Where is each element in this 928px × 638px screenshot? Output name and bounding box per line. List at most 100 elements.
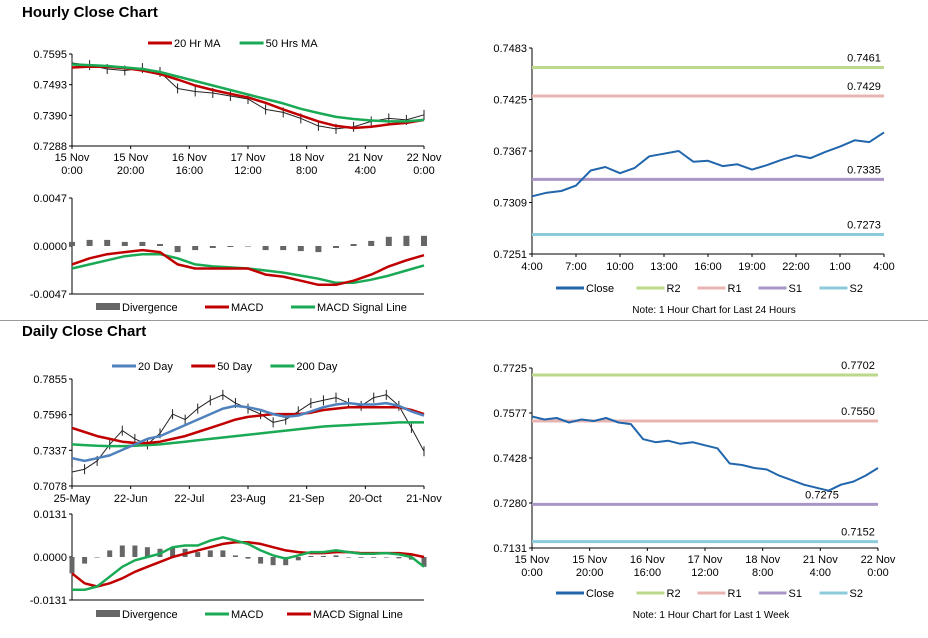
daily-divergence-bar [396, 557, 402, 559]
hourly-macd-ytick-label: 0.0047 [33, 193, 67, 205]
daily-divergence-bar [195, 552, 201, 557]
hourly-price-xtick-label: 22 Nov [407, 152, 442, 164]
daily-20day-ma-line [71, 401, 425, 463]
hourly-price-xtick-label: 0:00 [61, 165, 82, 177]
hourly-macd-line [71, 248, 425, 287]
hourly-divergence-bar [192, 246, 199, 251]
daily-levels-legend-entry: S1 [789, 588, 802, 600]
daily-divergence-bar [207, 550, 213, 557]
hourly-levels-xtick-label: 1:00 [829, 261, 850, 273]
daily-divergence-bar [220, 550, 226, 557]
hourly-divergence-bar [262, 246, 269, 251]
daily-price-ytick-label: 0.7078 [33, 481, 67, 493]
hourly-levels-xtick-label: 4:00 [873, 261, 894, 273]
daily-price-xtick-label: 25-May [54, 493, 91, 505]
hourly-levels-xtick-label: 4:00 [521, 261, 542, 273]
daily-levels-xtick-label: 16:00 [634, 567, 662, 579]
daily-levels-ytick-label: 0.7725 [493, 363, 527, 375]
hourly-levels-ytick-label: 0.7309 [493, 198, 527, 210]
daily-divergence-bar [358, 557, 364, 558]
hourly-levels-xtick-label: 22:00 [782, 261, 810, 273]
daily-price-xtick-label: 23-Aug [230, 493, 265, 505]
daily-levels-close-line [531, 415, 879, 492]
daily-levels-legend-entry: Close [586, 588, 614, 600]
hourly-price-xtick-label: 20:00 [117, 165, 145, 177]
daily-levels-legend-entry: R1 [728, 588, 742, 600]
daily-price-ytick-label: 0.7596 [33, 410, 67, 422]
hourly-price-xtick-label: 16 Nov [172, 152, 207, 164]
hourly-macd-legend-entry: MACD [231, 302, 263, 314]
hourly-levels-s1-label: 0.7335 [847, 164, 881, 176]
daily-divergence-bar [144, 547, 150, 557]
hourly-divergence-bar [333, 246, 339, 248]
hourly-divergence-bar [174, 246, 181, 253]
hourly-levels-ytick-label: 0.7483 [493, 43, 527, 55]
hourly-levels-r2-label: 0.7461 [847, 53, 881, 65]
daily-price-xtick-label: 21-Sep [289, 493, 324, 505]
daily-divergence-bar [371, 557, 377, 558]
daily-price-xtick-label: 21-Nov [406, 493, 442, 505]
daily-levels-xtick-label: 12:00 [691, 567, 719, 579]
hourly-levels-ytick-label: 0.7367 [493, 146, 527, 158]
hourly-price-xtick-label: 17 Nov [231, 152, 266, 164]
daily-price-xtick-label: 22-Jul [174, 493, 204, 505]
daily-divergence-bar [308, 556, 314, 557]
daily-price-legend-entry: 50 Day [217, 361, 252, 373]
daily-price-ytick-label: 0.7855 [33, 374, 67, 386]
hourly-divergence-bar [385, 236, 392, 246]
daily-macd-line [72, 536, 425, 592]
hourly-divergence-bar [315, 246, 322, 253]
daily-levels-ytick-label: 0.7280 [493, 498, 527, 510]
hourly-divergence-bar [69, 241, 75, 246]
hourly-price-xtick-label: 16:00 [176, 165, 204, 177]
daily-divergence-bar [295, 557, 301, 561]
hourly-divergence-bar [227, 246, 234, 247]
hourly-divergence-bar [104, 239, 111, 246]
hourly-price-xtick-label: 15 Nov [55, 152, 90, 164]
hourly-levels-legend-entry: Close [586, 283, 614, 295]
hourly-divergence-bar [350, 244, 357, 246]
hourly-levels-ytick-label: 0.7425 [493, 95, 527, 107]
daily-levels-r1-label: 0.7550 [841, 406, 875, 418]
hourly-divergence-bar [368, 240, 375, 246]
daily-macd-ytick-label: 0.0131 [33, 509, 67, 521]
hourly-levels-xtick-label: 7:00 [565, 261, 586, 273]
daily-levels-s2-label: 0.7152 [841, 527, 875, 539]
daily-divergence-bar [333, 555, 339, 557]
daily-divergence-bar [82, 557, 88, 564]
hourly-price-xtick-label: 8:00 [296, 165, 317, 177]
daily-price-legend-entry: 20 Day [138, 361, 173, 373]
hourly-section-title: Hourly Close Chart [22, 4, 158, 21]
daily-levels-xtick-label: 0:00 [867, 567, 888, 579]
daily-price-xtick-label: 20-Oct [349, 493, 382, 505]
hourly-price-legend-entry: 50 Hrs MA [266, 38, 319, 50]
hourly-levels-ytick-label: 0.7251 [493, 249, 527, 261]
daily-close-line [71, 394, 425, 473]
hourly-price-xtick-label: 0:00 [413, 165, 434, 177]
daily-levels-xtick-label: 15 Nov [572, 554, 607, 566]
hourly-divergence-bar [421, 235, 427, 246]
daily-levels-legend-entry: R2 [667, 588, 681, 600]
hourly-levels-xtick-label: 13:00 [650, 261, 678, 273]
hourly-levels-xtick-label: 10:00 [606, 261, 634, 273]
daily-levels-xtick-label: 20:00 [576, 567, 604, 579]
hourly-divergence-bar [157, 244, 163, 246]
hourly-levels-legend-entry: R1 [728, 283, 742, 295]
daily-divergence-bar [107, 550, 113, 557]
daily-levels-xtick-label: 4:00 [810, 567, 831, 579]
hourly-levels-legend-entry: S2 [850, 283, 863, 295]
daily-price-xtick-label: 22-Jun [114, 493, 148, 505]
daily-divergence-bar [283, 557, 289, 566]
hourly-price-legend-entry: 20 Hr MA [174, 38, 221, 50]
daily-levels-xtick-label: 15 Nov [515, 554, 550, 566]
daily-macd-legend-entry: MACD Signal Line [313, 609, 403, 621]
daily-price-legend-entry: 200 Day [296, 361, 337, 373]
daily-divergence-bar [383, 557, 389, 558]
daily-divergence-bar [94, 557, 100, 558]
hourly-price-ytick-label: 0.7288 [33, 141, 67, 153]
hourly-price-xtick-label: 4:00 [355, 165, 376, 177]
hourly-divergence-bar [121, 241, 128, 246]
daily-levels-ytick-label: 0.7131 [493, 543, 527, 555]
hourly-price-xtick-label: 12:00 [234, 165, 262, 177]
hourly-price-xtick-label: 15 Nov [113, 152, 148, 164]
